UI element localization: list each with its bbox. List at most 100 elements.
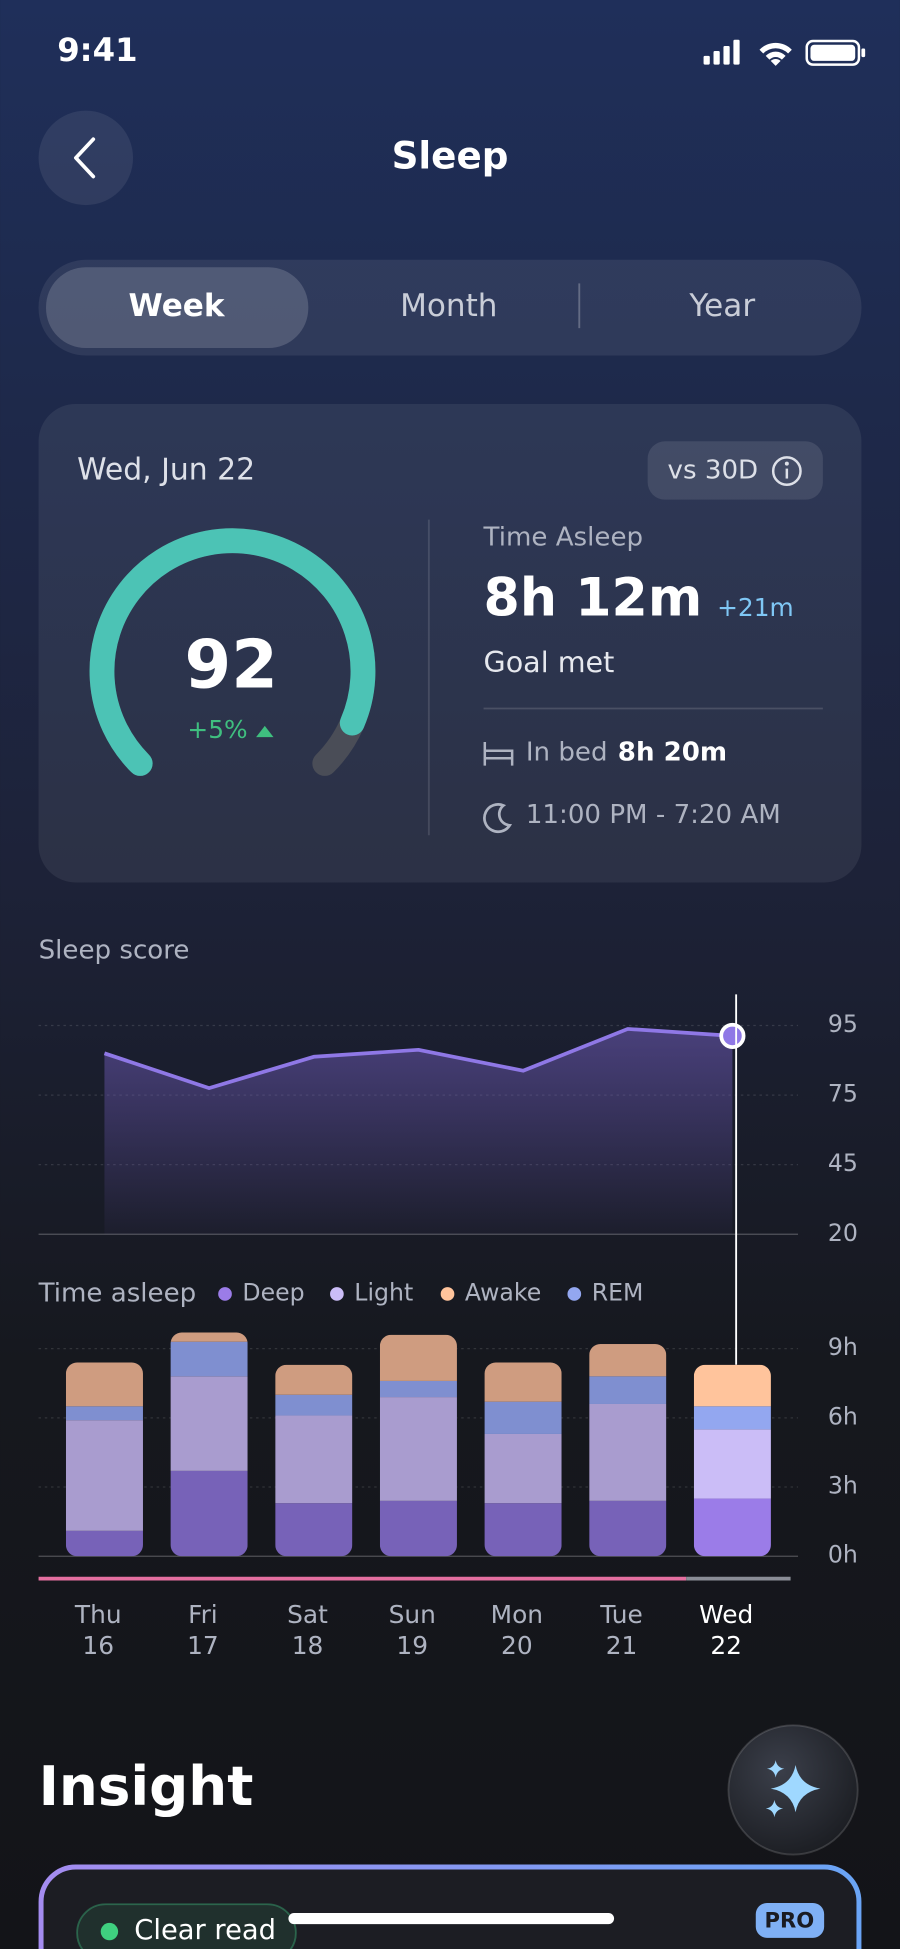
y-tick-label: 75 bbox=[828, 1080, 858, 1108]
status-icons bbox=[703, 39, 866, 66]
bar-segment bbox=[693, 1364, 771, 1407]
in-bed: 8h 20m bbox=[618, 738, 727, 768]
stacked-bar bbox=[170, 1332, 248, 1557]
y-tick-label: 6h bbox=[828, 1402, 858, 1430]
x-tick-label: 17 bbox=[187, 1631, 219, 1660]
bar-segment bbox=[693, 1429, 771, 1499]
x-tick-label: Sat bbox=[287, 1600, 328, 1629]
score-area bbox=[104, 1028, 733, 1235]
bar-segment bbox=[379, 1500, 457, 1557]
x-tick-label: 20 bbox=[501, 1631, 533, 1660]
bar-segment bbox=[275, 1394, 353, 1416]
x-tick-label: 19 bbox=[396, 1631, 428, 1660]
stacked-bar bbox=[379, 1334, 457, 1557]
segmented-control bbox=[38, 259, 862, 356]
time-asleep: 8h 12m bbox=[484, 569, 703, 629]
score-gauge bbox=[89, 528, 376, 776]
bar-segment bbox=[65, 1406, 143, 1421]
stacked-bar bbox=[65, 1362, 143, 1557]
time-asleep-change: +21m bbox=[717, 593, 794, 622]
bar-segment bbox=[379, 1397, 457, 1501]
bar-segment bbox=[275, 1415, 353, 1504]
legend-label: Deep bbox=[242, 1278, 304, 1306]
bar-segment bbox=[693, 1406, 771, 1430]
bar-segment bbox=[484, 1503, 562, 1557]
x-tick-label: 16 bbox=[82, 1631, 114, 1660]
bar-segment bbox=[65, 1362, 143, 1407]
bar-segment bbox=[275, 1503, 353, 1557]
summary-card bbox=[38, 403, 862, 883]
x-tick-label: Wed bbox=[699, 1600, 753, 1629]
x-tick-label: Tue bbox=[599, 1600, 642, 1629]
home-indicator bbox=[288, 1912, 615, 1925]
x-tick-label: 22 bbox=[710, 1631, 742, 1660]
back-button[interactable] bbox=[38, 110, 134, 206]
pro-badge bbox=[755, 1903, 825, 1938]
legend-label: Light bbox=[354, 1278, 413, 1306]
legend-label: REM bbox=[592, 1278, 644, 1306]
stacked-bar bbox=[275, 1364, 353, 1557]
x-tick-label: 18 bbox=[292, 1631, 324, 1660]
bar-segment bbox=[170, 1376, 248, 1471]
bar-segment bbox=[65, 1530, 143, 1557]
x-tick-label: Thu bbox=[74, 1600, 122, 1629]
time-asleep-label: Time Asleep bbox=[483, 523, 644, 553]
tag-label: Clear read bbox=[134, 1915, 276, 1946]
sparkle-icon bbox=[765, 1760, 821, 1818]
bar-segment bbox=[484, 1401, 562, 1434]
bar-segment bbox=[65, 1420, 143, 1531]
compare-chip[interactable] bbox=[647, 441, 823, 500]
tag-chip bbox=[76, 1903, 297, 1949]
tab[interactable]: Week bbox=[129, 288, 226, 324]
tab[interactable]: Year bbox=[688, 288, 755, 324]
status-dot bbox=[100, 1922, 119, 1941]
stacked-bar bbox=[589, 1344, 667, 1557]
bar-segment bbox=[379, 1380, 457, 1398]
x-tick-label: Fri bbox=[188, 1600, 218, 1629]
score-change: +5% bbox=[187, 715, 247, 744]
up-arrow bbox=[256, 725, 274, 738]
back-icon bbox=[73, 137, 96, 179]
page-title: Sleep bbox=[392, 133, 509, 177]
info-icon bbox=[771, 456, 802, 487]
score: 92 bbox=[185, 625, 278, 703]
moon-icon bbox=[483, 803, 513, 834]
legend-swatch bbox=[330, 1287, 344, 1301]
sleep-window: 11:00 PM - 7:20 AM bbox=[526, 800, 781, 830]
y-tick-label: 9h bbox=[828, 1333, 858, 1361]
bar-segment bbox=[484, 1362, 562, 1402]
bar-segment bbox=[589, 1376, 667, 1404]
tab[interactable]: Month bbox=[400, 288, 497, 324]
section-title: Insight bbox=[39, 1754, 254, 1818]
bar-segment bbox=[484, 1433, 562, 1504]
legend-label: Awake bbox=[465, 1278, 541, 1306]
x-tick-label: Mon bbox=[491, 1600, 543, 1629]
compare-label: vs 30D bbox=[668, 456, 759, 486]
stacked-bar bbox=[693, 1364, 771, 1557]
bar-segment bbox=[693, 1498, 771, 1557]
y-tick-label: 3h bbox=[828, 1472, 858, 1500]
bar-segment bbox=[170, 1470, 248, 1557]
tab-active-bg bbox=[46, 267, 309, 349]
legend-swatch bbox=[567, 1287, 582, 1301]
x-tick-label: 21 bbox=[606, 1631, 638, 1660]
bar-segment bbox=[170, 1332, 248, 1342]
y-tick-label: 45 bbox=[828, 1149, 858, 1177]
pro-label: PRO bbox=[764, 1908, 814, 1933]
chart-title: Time asleep bbox=[38, 1278, 197, 1308]
chart-title: Sleep score bbox=[39, 935, 190, 965]
bar-segment bbox=[170, 1341, 248, 1377]
sleep-score-chart: 95 75 45 20 bbox=[38, 1010, 858, 1247]
bed-icon bbox=[483, 742, 514, 766]
status-time: 9:41 bbox=[57, 31, 137, 69]
selected-point bbox=[719, 1022, 746, 1049]
insight-card bbox=[38, 1864, 862, 1949]
goal-status: Goal met bbox=[484, 645, 615, 679]
legend-swatch bbox=[218, 1287, 232, 1301]
score-line bbox=[103, 1027, 733, 1090]
date: Wed, Jun 22 bbox=[77, 453, 255, 488]
y-tick-label: 95 bbox=[828, 1010, 858, 1038]
